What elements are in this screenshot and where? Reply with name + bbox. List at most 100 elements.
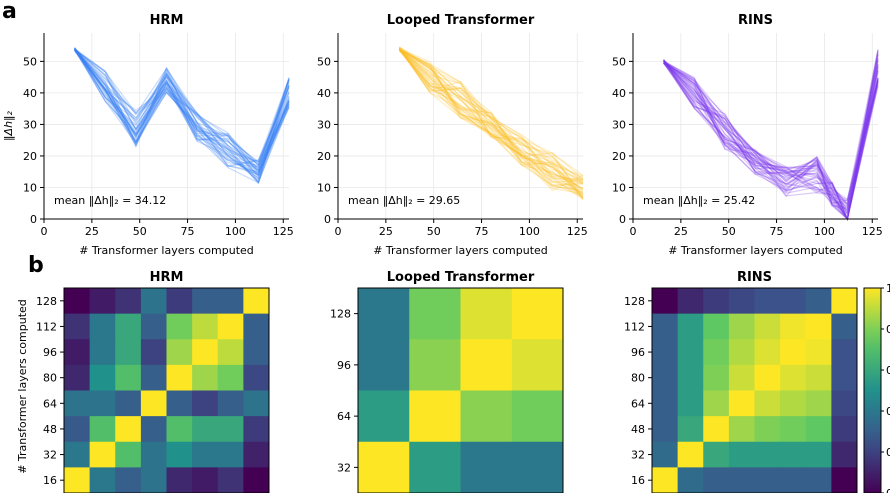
heatmap-cell <box>166 441 193 468</box>
series-line <box>398 47 584 185</box>
heatmap-cell <box>89 364 116 391</box>
heatmap-cell <box>243 288 270 315</box>
heatmap-cell <box>217 364 244 391</box>
heatmap-cell <box>166 339 193 366</box>
heatmap-cell <box>243 339 270 366</box>
heatmap-cell <box>166 416 193 443</box>
heatmap-cell <box>652 288 679 315</box>
series-line <box>74 47 290 171</box>
heatmap-cell <box>64 364 91 391</box>
heatmap-cell <box>192 364 219 391</box>
series-line <box>74 48 290 163</box>
heatmap-cell <box>831 313 858 340</box>
heatmap-cell <box>358 288 410 340</box>
series-line <box>398 48 584 197</box>
x-tick-label: 100 <box>519 225 540 238</box>
y-tick-label: 80 <box>631 372 645 385</box>
series-line <box>663 61 879 206</box>
heatmap-cell <box>64 313 91 340</box>
colorbar-tick-label: 0.2 <box>886 446 890 459</box>
heatmap-cell <box>511 339 564 391</box>
heatmap-cell <box>192 416 219 443</box>
series-line <box>74 47 290 167</box>
series-line <box>398 49 584 195</box>
heatmap-cell <box>115 339 142 366</box>
heatmap-cell <box>831 467 858 493</box>
series-line <box>74 49 290 182</box>
heatmap-cell <box>217 390 244 417</box>
series-line <box>398 47 584 190</box>
series-line <box>399 48 584 181</box>
series-line <box>663 59 879 221</box>
heatmap-cell <box>703 467 730 493</box>
heatmap-cell <box>64 288 91 315</box>
panel-label-b: b <box>28 253 44 278</box>
series-line <box>398 47 584 185</box>
series-line <box>74 47 290 184</box>
x-tick-label: 75 <box>475 225 489 238</box>
heatmap-cell <box>89 390 116 417</box>
heatmap-cell <box>192 467 219 493</box>
series-line <box>398 47 584 186</box>
heatmap-cell <box>115 364 142 391</box>
heatmap-cell <box>460 441 513 493</box>
series-line <box>399 48 584 179</box>
chart-title: Looped Transformer <box>387 13 535 28</box>
series-line <box>663 48 879 211</box>
x-tick-label: 25 <box>85 225 99 238</box>
heatmap-cell <box>166 467 193 493</box>
heatmap-cell <box>140 288 167 315</box>
series-line <box>663 62 879 221</box>
y-tick-label: 30 <box>317 118 331 131</box>
y-tick-label: 0 <box>30 213 37 226</box>
series-line <box>663 57 879 222</box>
y-tick-label: 32 <box>43 449 57 462</box>
heatmap-cell <box>728 467 755 493</box>
y-tick-label: 32 <box>631 449 645 462</box>
heatmap-cell <box>805 441 832 468</box>
series-line <box>74 48 290 167</box>
series-line <box>74 48 290 174</box>
series-line <box>663 53 879 221</box>
heatmap-cell <box>677 339 704 366</box>
y-tick-label: 112 <box>36 320 57 333</box>
series-line <box>74 49 290 171</box>
heatmap-cell <box>217 339 244 366</box>
heatmap-cell <box>358 390 410 443</box>
heatmap-cell <box>358 441 410 493</box>
heatmap-cell <box>89 288 116 315</box>
y-tick-label: 64 <box>43 397 57 410</box>
series-line <box>74 48 290 163</box>
series-line <box>398 49 584 197</box>
series-line <box>398 49 584 177</box>
heatmap-cell <box>64 339 91 366</box>
heatmap-cell <box>409 339 461 391</box>
heatmap-cell <box>243 364 270 391</box>
heatmap-cell <box>64 390 91 417</box>
heatmap-cell <box>780 467 807 493</box>
y-tick-label: 0 <box>619 213 626 226</box>
heatmap-cell <box>89 416 116 443</box>
heatmap-cell <box>780 416 807 443</box>
x-tick-label: 0 <box>335 225 342 238</box>
heatmap-cell <box>511 390 564 443</box>
x-tick-label: 25 <box>379 225 393 238</box>
heatmap-cell <box>780 441 807 468</box>
y-tick-label: 128 <box>330 308 351 321</box>
series-line <box>663 60 879 221</box>
heatmap-cell <box>140 313 167 340</box>
series-line <box>663 59 879 210</box>
y-tick-label: 80 <box>43 372 57 385</box>
heatmap-cell <box>511 441 564 493</box>
heatmap-cell <box>140 467 167 493</box>
heatmap-cell <box>166 364 193 391</box>
x-tick-label: 100 <box>814 225 835 238</box>
series-line <box>398 46 584 187</box>
y-tick-label: 20 <box>612 150 626 163</box>
heatmap-cell <box>409 390 461 443</box>
series-line <box>398 49 584 181</box>
series-line <box>663 60 879 214</box>
heatmap-frame <box>357 287 564 493</box>
series-line <box>74 47 290 184</box>
heatmap-cell <box>703 313 730 340</box>
